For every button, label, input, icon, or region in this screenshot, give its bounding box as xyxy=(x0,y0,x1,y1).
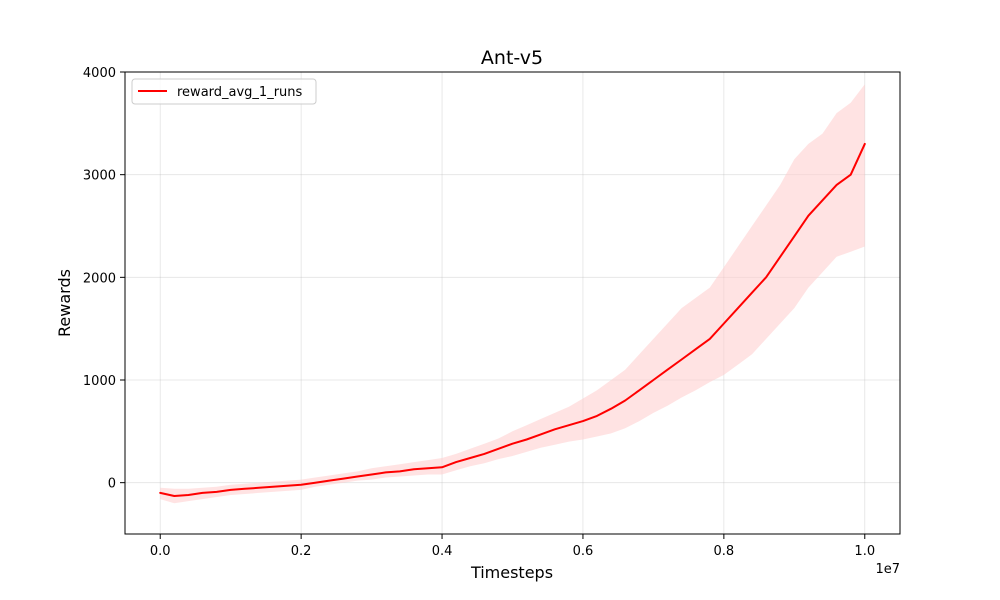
y-tick-label: 3000 xyxy=(83,169,116,184)
legend-box xyxy=(131,78,317,105)
y-ticks-layer: 0 1000 2000 3000 4000 xyxy=(83,66,125,492)
y-axis-title: Rewards xyxy=(55,269,74,337)
y-tick-label: 4000 xyxy=(83,66,116,81)
x-tick-label: 0.4 xyxy=(432,544,453,559)
x-ticks-layer: 0.0 0.2 0.4 0.6 0.8 1.0 xyxy=(150,534,875,559)
chart-title: Ant-v5 xyxy=(481,47,543,69)
x-tick-label: 0.0 xyxy=(150,544,171,559)
y-tick-label: 2000 xyxy=(83,271,116,286)
x-tick-label: 1.0 xyxy=(854,544,875,559)
series-band xyxy=(160,84,865,504)
x-tick-label: 0.2 xyxy=(291,544,312,559)
x-offset-label: 1e7 xyxy=(875,562,900,577)
band-layer xyxy=(160,84,865,504)
x-axis-title: Timesteps xyxy=(470,563,553,582)
series-line xyxy=(159,142,866,497)
x-tick-label: 0.6 xyxy=(573,544,594,559)
legend-label: reward_avg_1_runs xyxy=(177,85,303,100)
legend: reward_avg_1_runs xyxy=(131,78,317,105)
x-tick-label: 0.8 xyxy=(714,544,735,559)
y-tick-label: 0 xyxy=(108,477,116,492)
line-layer xyxy=(159,142,866,497)
y-tick-label: 1000 xyxy=(83,374,116,389)
plot-frame xyxy=(124,71,901,535)
